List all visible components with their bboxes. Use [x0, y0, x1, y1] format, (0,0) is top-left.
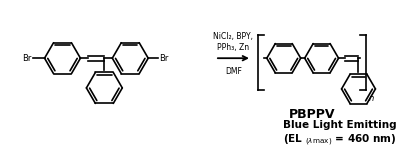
Text: PPh₃, Zn: PPh₃, Zn — [217, 43, 250, 52]
Text: (EL $_{(\lambda\mathrm{max})}$ = 460 nm): (EL $_{(\lambda\mathrm{max})}$ = 460 nm) — [283, 133, 396, 148]
Text: Blue Light Emitting: Blue Light Emitting — [283, 120, 396, 130]
Text: DMF: DMF — [225, 67, 242, 76]
Text: Br: Br — [159, 54, 168, 63]
Text: PBPPV: PBPPV — [289, 108, 335, 121]
Text: n: n — [369, 94, 374, 103]
Text: Br: Br — [22, 54, 32, 63]
Text: NiCl₂, BPY,: NiCl₂, BPY, — [213, 32, 253, 41]
